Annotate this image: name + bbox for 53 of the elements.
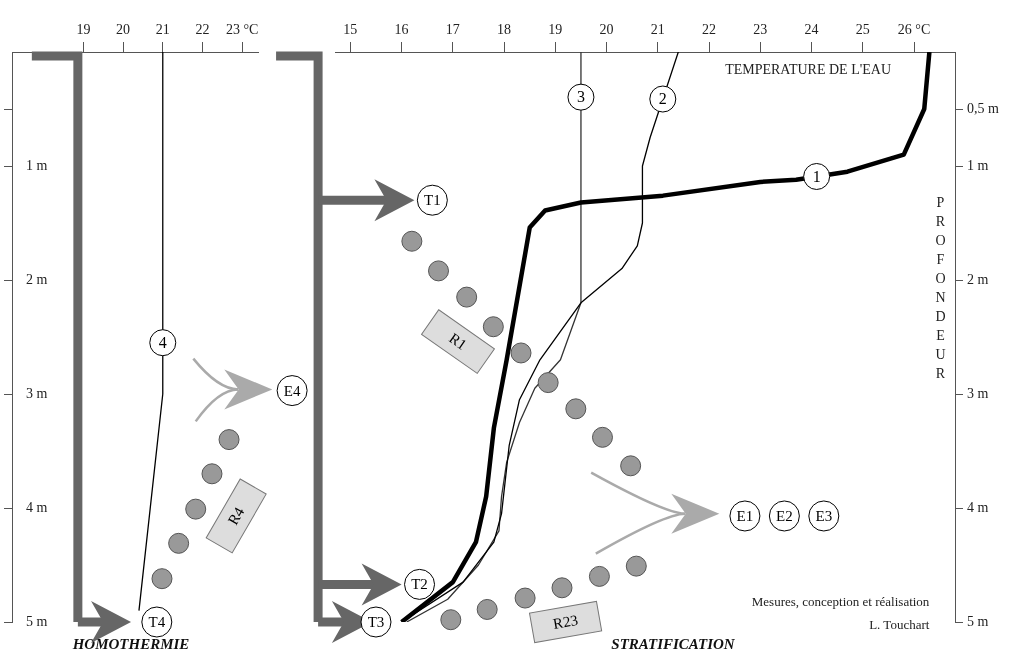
x-tick-label: 22	[195, 22, 210, 38]
y-tick-label: 5 m	[26, 613, 48, 629]
circled-label: E1	[729, 500, 761, 532]
x-tick-label: 21	[155, 22, 170, 38]
y-axis-title: PROFONDEUR	[932, 194, 949, 385]
y-tick-label: 1 m	[26, 157, 48, 173]
circled-label: E3	[808, 500, 840, 532]
annotation: L. Touchart	[869, 616, 930, 632]
annotation: T1	[424, 192, 441, 209]
annotation: T3	[367, 614, 385, 630]
y-tick-label: 0,5 m	[967, 100, 999, 116]
x-tick-label: 20	[599, 22, 614, 38]
x-tick-label: 20	[116, 22, 131, 38]
x-tick-label: 19	[548, 22, 563, 38]
x-tick-label: 23	[753, 22, 768, 38]
x-tick-label: 18	[497, 22, 512, 38]
series-label: 1	[812, 167, 821, 185]
series-label: 4	[158, 333, 167, 351]
y-tick-label: 4 m	[967, 499, 989, 515]
x-tick-label: 25	[855, 22, 870, 38]
circled-label: T1	[416, 184, 448, 216]
circled-label: E4	[276, 375, 308, 407]
annotation: Mesures, conception et réalisation	[751, 594, 930, 610]
text: HOMOTHERMIE	[71, 635, 190, 652]
series-label: 2	[658, 90, 667, 108]
text: STRATIFICATION	[611, 635, 736, 652]
y-tick-label: 3 m	[26, 385, 48, 401]
y-tick-label: 2 m	[967, 271, 989, 287]
annotation: T4	[148, 614, 166, 630]
circled-label: T4	[141, 606, 173, 638]
x-tick-label: 21	[650, 22, 665, 38]
y-tick-label: 2 m	[26, 271, 48, 287]
x-axis-title: TEMPERATURE DE L'EAU	[725, 62, 891, 77]
y-tick-label: 5 m	[967, 613, 989, 629]
y-tick-label: 1 m	[967, 157, 989, 173]
x-tick-label: 23 °C	[225, 22, 259, 38]
circled-label: T3	[360, 606, 392, 638]
y-tick-label: 3 m	[967, 385, 989, 401]
series-label: 3	[576, 88, 585, 106]
x-tick-label: 16	[394, 22, 409, 38]
annotation: E2	[776, 507, 793, 524]
annotation: E1	[736, 507, 754, 524]
annotation: T2	[411, 576, 428, 593]
x-tick-label: 17	[445, 22, 460, 38]
x-tick-label: 15	[343, 22, 358, 38]
x-tick-label: 22	[702, 22, 717, 38]
x-tick-label: 19	[76, 22, 91, 38]
annotation: E3	[815, 507, 833, 524]
circled-label: E2	[768, 500, 800, 532]
x-tick-label: 26 °C	[897, 22, 931, 38]
x-tick-label: 24	[804, 22, 819, 38]
y-tick-label: 4 m	[26, 499, 48, 515]
circled-label: T2	[404, 568, 436, 600]
